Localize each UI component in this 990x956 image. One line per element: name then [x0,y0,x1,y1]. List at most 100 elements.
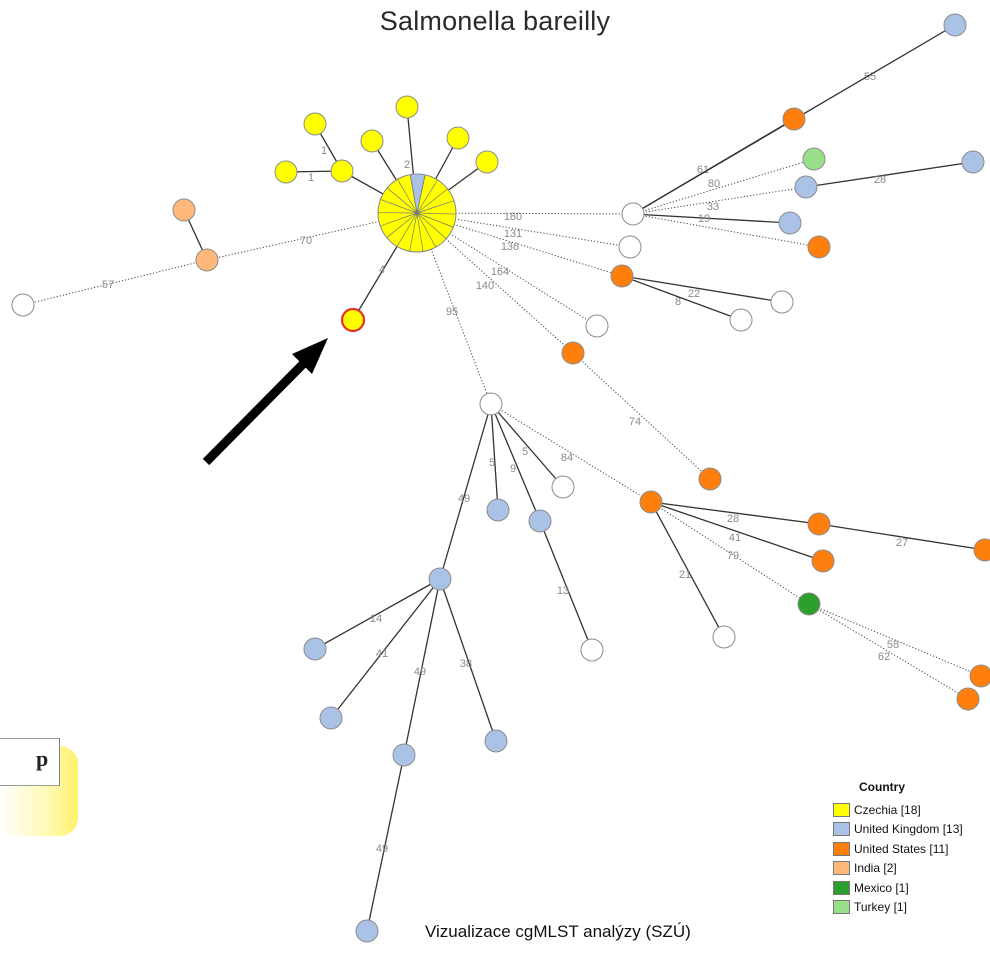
isolate-node [713,626,735,648]
legend-title: Country [859,780,983,794]
edge-label: 4 [379,264,385,276]
edge-label: 41 [729,532,741,544]
edge-label: 74 [629,416,641,428]
tree-edge [622,276,741,320]
page-title: Salmonella bareilly [0,6,990,37]
isolate-node [808,513,830,535]
legend-swatch [833,842,850,856]
isolate-node [611,265,633,287]
isolate-node [957,688,979,710]
edge-label: 19 [698,213,710,225]
isolate-node [12,294,34,316]
legend-item-india: India [2] [833,859,983,879]
isolate-node [970,665,990,687]
isolate-node [304,638,326,660]
legend-swatch [833,900,850,914]
isolate-node [771,291,793,313]
edge-label: 164 [491,266,509,278]
isolate-node [196,249,218,271]
table-cell-text: p [36,746,48,772]
edge-label: 180 [504,211,522,223]
isolate-node [480,393,502,415]
isolate-node [320,707,342,729]
edge-label: 8 [675,296,681,308]
edge-label: 140 [476,280,494,292]
tree-edge [633,214,790,223]
edge-label: 38 [460,658,472,670]
isolate-node [447,127,469,149]
edge-label: 136 [501,241,519,253]
edge-label: 49 [414,666,426,678]
figure-caption: Vizualizace cgMLST analýzy (SZÚ) [425,922,691,942]
isolate-node [798,593,820,615]
legend-swatch [833,881,850,895]
isolate-node [779,212,801,234]
isolate-node [396,96,418,118]
isolate-node [173,199,195,221]
edge-label: 84 [561,452,573,464]
isolate-node [803,148,825,170]
isolate-node [529,510,551,532]
legend-swatch [833,861,850,875]
isolate-node [808,236,830,258]
isolate-node [974,539,990,561]
tree-edge [573,353,710,479]
isolate-node [640,491,662,513]
isolate-node [485,730,507,752]
isolate-node [304,113,326,135]
edge-label: 22 [688,288,700,300]
edge-label: 13 [557,585,569,597]
isolate-node [487,499,509,521]
isolate-node [699,468,721,490]
isolate-node [331,160,353,182]
isolate-node [476,151,498,173]
isolate-node [586,315,608,337]
hub-node [378,174,456,252]
edge-label: 79 [727,550,739,562]
edge-label: 58 [887,639,899,651]
edge-label: 41 [376,648,388,660]
edge-label: 14 [370,613,382,625]
isolate-node [795,176,817,198]
tree-edge [633,159,814,214]
edge-label: 131 [504,228,522,240]
edge-label: 49 [458,493,470,505]
isolate-node [783,108,805,130]
isolate-node [361,130,383,152]
isolate-node [356,920,378,942]
edge-label: 1 [321,145,327,157]
edge-label: 57 [102,279,114,291]
legend-label: United Kingdom [13] [854,822,963,836]
tree-edge [806,162,973,187]
tree-edge [633,187,806,214]
edge-label: 1 [308,172,314,184]
isolate-node [730,309,752,331]
edge-label: 49 [376,843,388,855]
tree-edge [622,276,782,302]
isolate-node [562,342,584,364]
legend-swatch [833,822,850,836]
table-cell [0,738,60,786]
edge-label: 33 [707,201,719,213]
tree-edge [440,404,491,579]
legend-item-united-states: United States [11] [833,839,983,859]
isolate-node [429,568,451,590]
pointer-arrow [206,338,328,462]
edge-label: 9 [510,463,516,475]
legend-label: Turkey [1] [854,900,907,914]
isolate-node [393,744,415,766]
edge-label: 28 [874,174,886,186]
isolate-node [581,639,603,661]
edge-label: 80 [708,178,720,190]
edge-label: 70 [300,235,312,247]
edge-label: 62 [878,651,890,663]
isolate-node [552,476,574,498]
edge-label: 5 [489,457,495,469]
isolate-node [619,236,641,258]
tree-edge [23,260,207,305]
legend-swatch [833,803,850,817]
edge-label: 2 [404,159,410,171]
legend-item-czechia: Czechia [18] [833,800,983,820]
edge-label: 21 [679,569,691,581]
country-legend: Country Czechia [18] United Kingdom [13] U… [833,780,983,917]
